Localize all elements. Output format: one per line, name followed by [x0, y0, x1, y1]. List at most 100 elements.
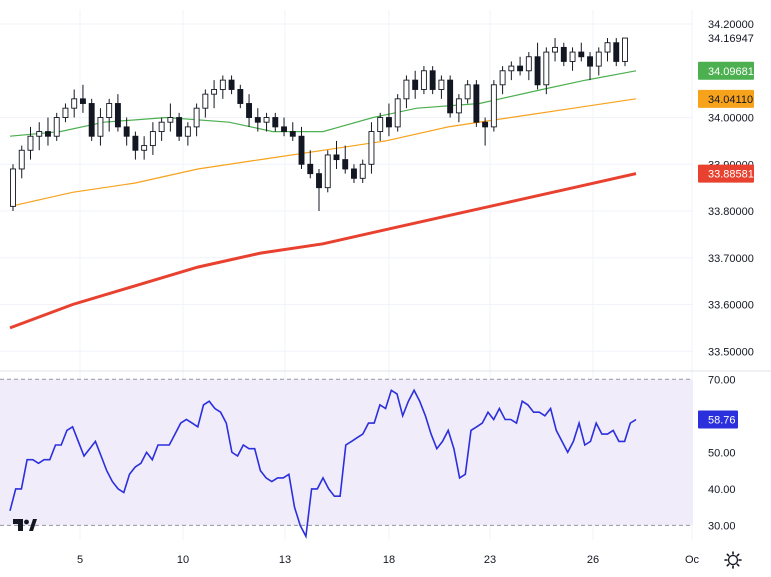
settings-gear-icon[interactable] — [724, 551, 742, 569]
candle[interactable] — [10, 164, 16, 212]
candle[interactable] — [525, 52, 532, 81]
candle[interactable] — [167, 103, 174, 132]
candle-body-up — [167, 117, 174, 123]
candle[interactable] — [377, 112, 384, 141]
candle[interactable] — [622, 37, 628, 67]
candle[interactable] — [211, 80, 218, 109]
candle[interactable] — [158, 117, 165, 141]
candle[interactable] — [184, 122, 191, 146]
candle[interactable] — [385, 103, 392, 137]
candle[interactable] — [228, 75, 235, 95]
candle-body-down — [289, 131, 296, 137]
candle-body-up — [455, 98, 462, 114]
candle[interactable] — [45, 117, 51, 146]
candle[interactable] — [543, 47, 550, 95]
candle-body-down — [587, 56, 593, 67]
candle[interactable] — [464, 80, 471, 104]
candle[interactable] — [560, 42, 567, 67]
candle[interactable] — [499, 66, 506, 95]
candle[interactable] — [114, 94, 121, 132]
candle[interactable] — [587, 52, 593, 81]
candle[interactable] — [578, 42, 585, 62]
candle[interactable] — [176, 112, 183, 141]
candle[interactable] — [429, 66, 436, 95]
candle[interactable] — [403, 75, 410, 109]
candle[interactable] — [473, 80, 480, 127]
candle-body-down — [88, 103, 95, 137]
time-tick-label: 26 — [587, 554, 599, 566]
moving-average-ma-slow — [9, 172, 637, 330]
candle[interactable] — [368, 122, 375, 174]
candle[interactable] — [455, 94, 462, 123]
candle[interactable] — [534, 42, 541, 90]
candlestick-series[interactable] — [10, 37, 628, 212]
candle[interactable] — [552, 38, 559, 62]
candle-body-down — [254, 117, 261, 123]
candle[interactable] — [79, 84, 86, 113]
candle[interactable] — [490, 80, 497, 132]
candle[interactable] — [508, 61, 515, 81]
candle-body-up — [359, 163, 366, 179]
candle[interactable] — [569, 47, 576, 71]
candle[interactable] — [193, 103, 200, 137]
candle-body-up — [10, 168, 16, 207]
candle[interactable] — [71, 89, 78, 118]
candle[interactable] — [517, 56, 524, 76]
candle[interactable] — [342, 145, 349, 174]
candle-body-up — [211, 89, 218, 95]
candle[interactable] — [123, 117, 130, 146]
moving-average-ma-fast — [9, 70, 637, 137]
candle[interactable] — [613, 38, 620, 67]
candle[interactable] — [359, 159, 366, 183]
candle[interactable] — [237, 84, 244, 109]
candle[interactable] — [27, 126, 34, 160]
candle[interactable] — [272, 112, 279, 132]
price-tick-label: 33.60000 — [708, 300, 754, 312]
candle[interactable] — [132, 131, 139, 160]
rsi-tick-label: 70.00 — [708, 374, 736, 386]
candle-body-up — [149, 131, 156, 147]
candle[interactable] — [394, 94, 401, 132]
candle[interactable] — [420, 66, 427, 95]
time-axis[interactable]: 5 10 13 18 23 26 Oc — [77, 554, 700, 566]
candle[interactable] — [351, 164, 357, 183]
candle[interactable] — [62, 103, 69, 123]
candle-body-down — [473, 84, 480, 123]
time-tick-label: 13 — [279, 554, 291, 566]
candle[interactable] — [106, 98, 113, 132]
candle-body-up — [377, 117, 384, 133]
candle[interactable] — [202, 89, 209, 118]
candle[interactable] — [219, 75, 226, 99]
rsi-tick-label: 50.00 — [708, 447, 736, 459]
candle-body-up — [193, 107, 200, 128]
candle-body-up — [219, 79, 226, 90]
candle[interactable] — [246, 94, 253, 127]
candle[interactable] — [36, 122, 43, 151]
candle[interactable] — [97, 108, 104, 146]
candle[interactable] — [263, 112, 270, 132]
candle[interactable] — [298, 126, 305, 169]
candle[interactable] — [88, 98, 95, 141]
candle[interactable] — [141, 136, 148, 160]
rsi-pane[interactable] — [0, 378, 693, 539]
candle-body-up — [569, 51, 576, 62]
candle[interactable] — [324, 150, 331, 193]
candle[interactable] — [307, 150, 314, 179]
svg-text:58.76: 58.76 — [708, 414, 736, 426]
candle[interactable] — [18, 145, 25, 179]
candle[interactable] — [482, 117, 489, 146]
candle[interactable] — [595, 47, 602, 76]
candle[interactable] — [333, 140, 340, 169]
candle[interactable] — [289, 122, 296, 141]
candle[interactable] — [604, 38, 611, 62]
candle[interactable] — [447, 75, 454, 118]
candle[interactable] — [412, 70, 419, 99]
candle[interactable] — [438, 75, 445, 99]
candle[interactable] — [254, 108, 261, 132]
candle[interactable] — [149, 122, 156, 155]
candle[interactable] — [53, 112, 60, 141]
candle[interactable] — [316, 168, 322, 212]
candle[interactable] — [281, 117, 287, 137]
